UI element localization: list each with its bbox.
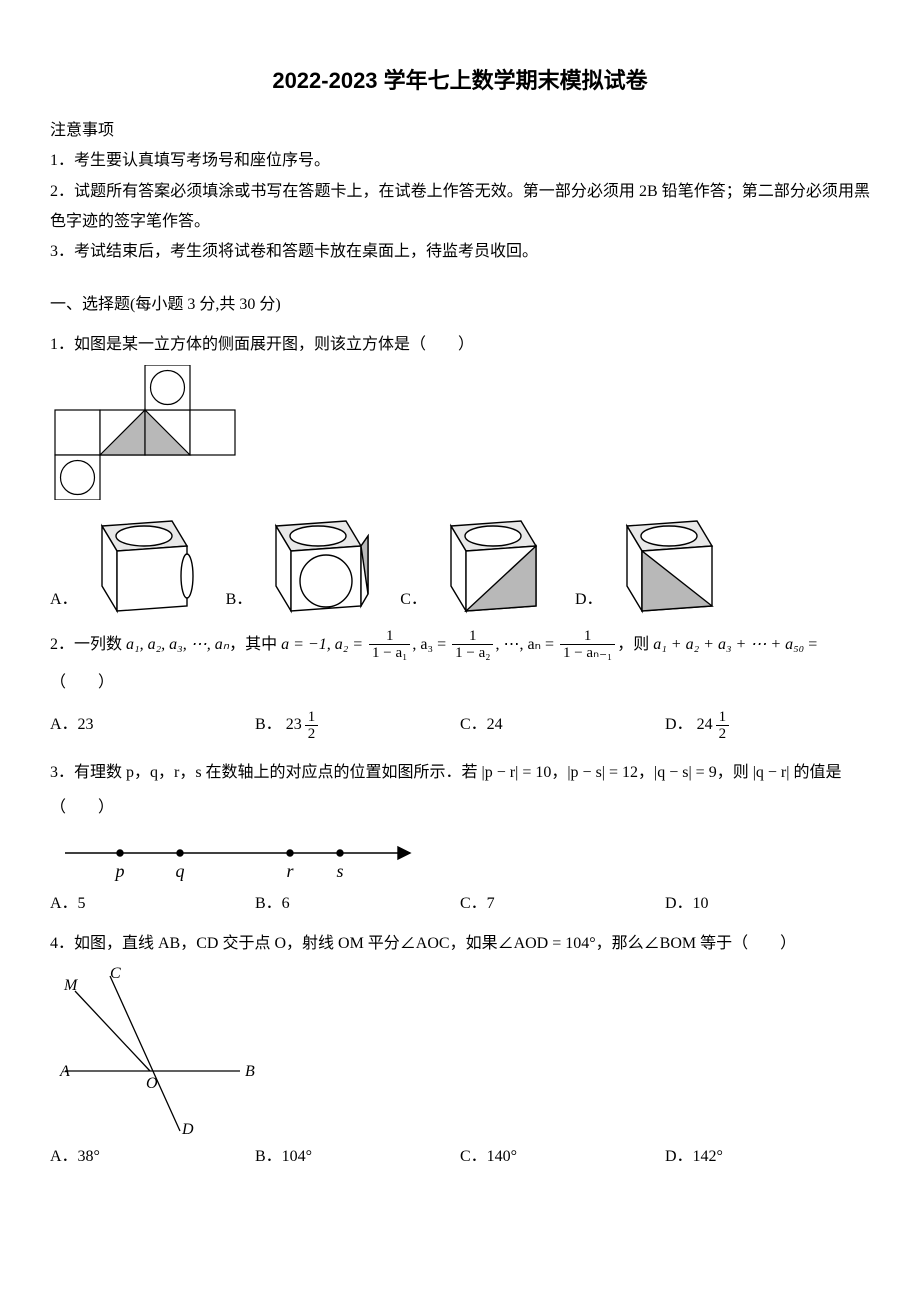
q2-option-a: A．23	[50, 706, 255, 744]
q4-figure: A B C D M O	[50, 966, 870, 1136]
cube-d-icon	[607, 506, 727, 616]
q3-option-a: A．5	[50, 889, 255, 919]
q4-option-c: C．140°	[460, 1142, 665, 1172]
q2-fn-den: 1 − aₙ₋₁	[560, 644, 615, 662]
notice-2: 2．试题所有答案必须填涂或书写在答题卡上，在试卷上作答无效。第一部分必须用 2B…	[50, 177, 870, 238]
q2-options: A．23 B． 2312 C．24 D． 2412	[50, 706, 870, 744]
q2-f1-num: 1	[369, 628, 410, 645]
notice-1: 1．考生要认真填写考场号和座位序号。	[50, 146, 870, 176]
q1-optB-label: B．	[226, 585, 253, 615]
question-1: 1．如图是某一立方体的侧面展开图，则该立方体是（ ）	[50, 330, 870, 615]
q2-optB-whole: 23	[286, 706, 302, 744]
q2-sum: a₁ + a₂ + a₃ + ⋯ + a₅₀	[653, 636, 804, 653]
q2-frac1: 11 − a₁	[369, 628, 410, 662]
q1-option-b: B．	[226, 506, 377, 616]
q2-f1-den: 1 − a₁	[369, 644, 410, 662]
q1-net-figure	[50, 365, 870, 500]
q2-optD-whole: 24	[697, 706, 713, 744]
q2-option-c: C．24	[460, 706, 665, 744]
q3-stem: 3．有理数 p，q，r，s 在数轴上的对应点的位置如图所示．若 |p − r| …	[50, 755, 870, 825]
question-3: 3．有理数 p，q，r，s 在数轴上的对应点的位置如图所示．若 |p − r| …	[50, 755, 870, 920]
q4-options: A．38° B．104° C．140° D．142°	[50, 1142, 870, 1172]
q2-mid1: ，其中	[229, 636, 281, 653]
question-2: 2．一列数 a₁, a₂, a₃, ⋯, aₙ，其中 a = −1, a₂ = …	[50, 626, 870, 745]
q2-mid4: ，则	[617, 636, 653, 653]
q2-frac2: 11 − a₂	[452, 628, 493, 662]
notice-3: 3．考试结束后，考生须将试卷和答题卡放在桌面上，待监考员收回。	[50, 237, 870, 267]
q4-label-B: B	[245, 1063, 255, 1080]
section-1-header: 一、选择题(每小题 3 分,共 30 分)	[50, 290, 870, 320]
q3-option-d: D．10	[665, 889, 870, 919]
q3-options: A．5 B．6 C．7 D．10	[50, 889, 870, 919]
page-title: 2022-2023 学年七上数学期末模拟试卷	[50, 60, 870, 102]
q1-optA-label: A．	[50, 585, 78, 615]
axis-label-r: r	[286, 861, 294, 881]
axis-label-s: s	[336, 861, 343, 881]
q2-a1: a = −1, a₂ =	[281, 636, 367, 653]
q1-option-c: C．	[400, 506, 551, 616]
q2-pre: 2．一列数	[50, 636, 126, 653]
q2-optD-den: 2	[716, 725, 730, 743]
q4-label-M: M	[63, 977, 79, 994]
q2-f2-den: 1 − a₂	[452, 644, 493, 662]
q3-axis-figure: p q r s	[50, 833, 870, 885]
q4-stem: 4．如图，直线 AB，CD 交于点 O，射线 OM 平分∠AOC，如果∠AOD …	[50, 929, 870, 959]
q1-optD-label: D．	[575, 585, 603, 615]
q2-f2-num: 1	[452, 628, 493, 645]
q4-option-b: B．104°	[255, 1142, 460, 1172]
q2-optB-pre: B．	[255, 716, 282, 733]
q2-option-d: D． 2412	[665, 706, 870, 744]
axis-label-q: q	[176, 861, 185, 881]
q2-optB-den: 2	[305, 725, 319, 743]
q1-optC-label: C．	[400, 585, 427, 615]
cube-a-icon	[82, 506, 202, 616]
q2-fracn: 11 − aₙ₋₁	[560, 628, 615, 662]
notice-header: 注意事项	[50, 116, 870, 146]
question-4: 4．如图，直线 AB，CD 交于点 O，射线 OM 平分∠AOC，如果∠AOD …	[50, 929, 870, 1172]
q3-option-c: C．7	[460, 889, 665, 919]
q1-option-a: A．	[50, 506, 202, 616]
q3-option-b: B．6	[255, 889, 460, 919]
q1-option-d: D．	[575, 506, 727, 616]
q2-optD-num: 1	[716, 709, 730, 726]
q4-label-A: A	[59, 1063, 70, 1080]
q2-optD-pre: D．	[665, 716, 693, 733]
q1-stem: 1．如图是某一立方体的侧面展开图，则该立方体是（ ）	[50, 330, 870, 360]
cube-b-icon	[256, 506, 376, 616]
q2-fn-num: 1	[560, 628, 615, 645]
q4-option-d: D．142°	[665, 1142, 870, 1172]
q4-label-C: C	[110, 966, 121, 982]
axis-label-p: p	[114, 861, 125, 881]
q4-label-D: D	[181, 1121, 194, 1136]
q2-seq: a₁, a₂, a₃, ⋯, aₙ	[126, 636, 229, 653]
q2-mid3: , ⋯, aₙ =	[495, 636, 558, 653]
q2-mid2: , a₃ =	[412, 636, 450, 653]
q1-options: A． B．	[50, 506, 870, 616]
q4-option-a: A．38°	[50, 1142, 255, 1172]
q2-optB-num: 1	[305, 709, 319, 726]
cube-c-icon	[431, 506, 551, 616]
q2-option-b: B． 2312	[255, 706, 460, 744]
q4-label-O: O	[146, 1075, 158, 1092]
